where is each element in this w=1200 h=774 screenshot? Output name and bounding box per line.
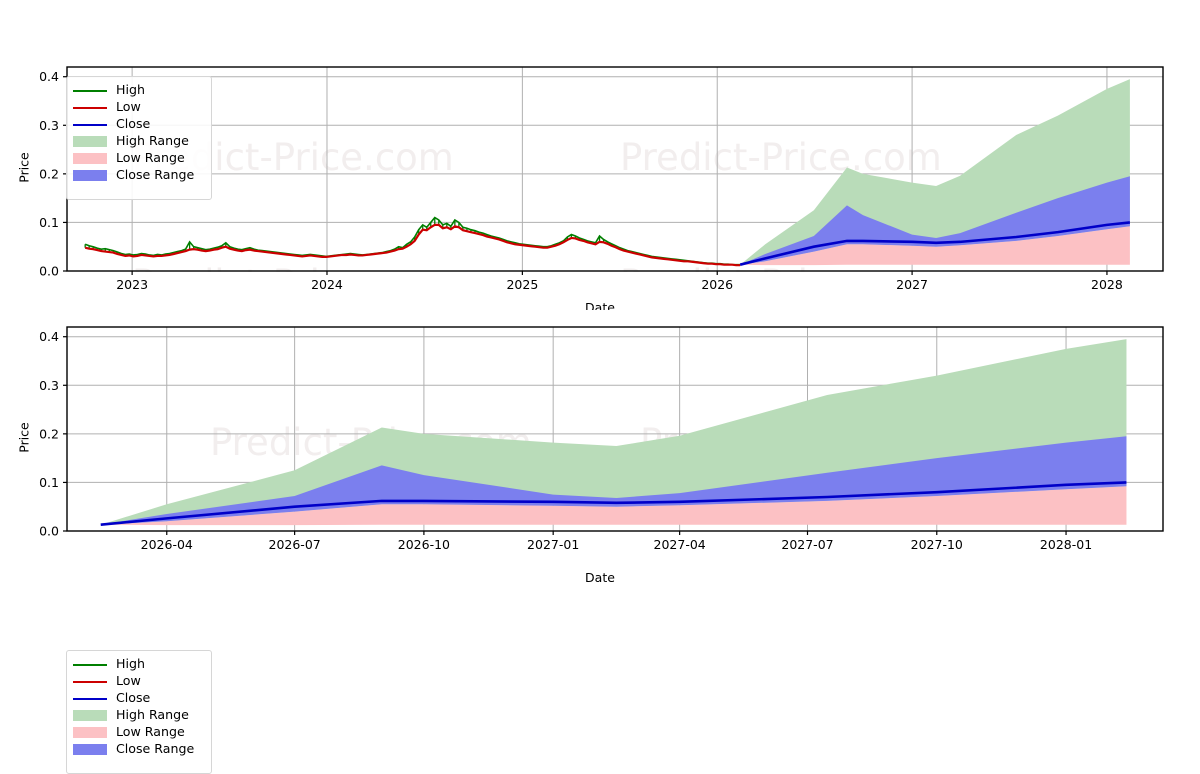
legend-patch-swatch [73,710,107,721]
legend-item-high-range: High Range [73,707,203,724]
x-tick-label: 2026-04 [141,537,193,552]
legend-item-close-range: Close Range [73,741,203,758]
legend-patch-swatch [73,744,107,755]
x-tick-label: 2023 [116,277,148,292]
top-chart-svg: Predict-Price.comPredict-Price.comPredic… [0,0,1200,310]
y-tick-label: 0.3 [39,118,59,133]
legend-item-high: High [73,82,203,99]
legend-line-swatch [73,123,107,126]
legend-item-label: Close Range [116,741,195,757]
legend-item-label: Close [116,690,151,706]
x-tick-label: 2024 [311,277,343,292]
forecast-close-line [739,221,1131,266]
y-tick-label: 0.1 [39,215,59,230]
axis-ticks: 0.0 0.1 0.2 0.3 0.4 2023 2024 2025 2026 2027 2028 [39,69,1123,292]
x-tick-label: 2027-07 [781,537,833,552]
x-tick-label: 2026-10 [398,537,450,552]
legend-line-swatch [73,106,107,109]
legend-item-high-range: High Range [73,133,203,150]
legend-item-label: Close Range [116,167,195,183]
legend-patch-swatch [73,136,107,147]
bottom-chart-svg: Predict-Price.comPredict-Price.com0.00.1… [0,310,1200,600]
legend-item-label: Low [116,99,141,115]
watermark-text: Predict-Price.com [620,136,942,179]
bottom-x-axis-label: Date [585,570,615,585]
y-tick-label: 0.4 [39,329,59,344]
x-tick-label: 2025 [506,277,538,292]
x-tick-label: 2027-04 [654,537,706,552]
forecast-close-line [100,481,1127,526]
legend-item-label: Low Range [116,150,185,166]
low-range-band [100,486,1127,526]
legend-item-low: Low [73,99,203,116]
legend-item-close: Close [73,116,203,133]
legend-line-swatch [73,89,107,92]
y-tick-label: 0.2 [39,166,59,181]
y-tick-label: 0.2 [39,426,59,441]
x-tick-label: 2027-01 [527,537,579,552]
x-tick-label: 2026-07 [269,537,321,552]
x-tick-label: 2027 [896,277,928,292]
low-range-band [740,226,1130,266]
legend-line-swatch [73,680,107,683]
legend-patch-swatch [73,153,107,164]
legend-item-low-range: Low Range [73,150,203,167]
plot-border [66,326,1164,532]
x-tick-label: 2026 [701,277,733,292]
legend-line-swatch [73,697,107,700]
x-tick-label: 2028 [1091,277,1123,292]
y-tick-label: 0.0 [39,264,59,279]
legend-item-label: High Range [116,707,189,723]
legend-item-high: High [73,656,203,673]
x-tick-label: 2027-10 [911,537,963,552]
legend-item-close-range: Close Range [73,167,203,184]
x-tick-label: 2028-01 [1040,537,1092,552]
top-y-axis-label: Price [16,152,32,183]
top-chart-legend: High Low Close High Range Low Range Close Ran… [66,76,212,200]
bottom-chart-panel: Predict-Price.comPredict-Price.com0.00.1… [0,310,1200,774]
legend-patch-swatch [73,727,107,738]
legend-item-low: Low [73,673,203,690]
y-tick-label: 0.1 [39,475,59,490]
axis-ticks: 0.0 0.1 0.2 0.3 0.4 2026-04 2026-07 2026-10 2027… [39,329,1092,552]
y-tick-label: 0.3 [39,378,59,393]
legend-line-swatch [73,663,107,666]
history-low-line [84,223,741,267]
bottom-y-axis-label: Price [16,422,32,453]
y-tick-label: 0.4 [39,69,59,84]
bottom-chart-legend: High Low Close High Range Low Range Close Ran… [66,650,212,774]
legend-item-label: High [116,82,145,98]
top-chart-panel: Predict-Price.comPredict-Price.comPredic… [0,0,1200,315]
legend-item-low-range: Low Range [73,724,203,741]
y-tick-label: 0.0 [39,524,59,539]
legend-patch-swatch [73,170,107,181]
legend-item-label: Low [116,673,141,689]
legend-item-close: Close [73,690,203,707]
legend-item-label: Low Range [116,724,185,740]
legend-item-label: Close [116,116,151,132]
legend-item-label: High Range [116,133,189,149]
legend-item-label: High [116,656,145,672]
